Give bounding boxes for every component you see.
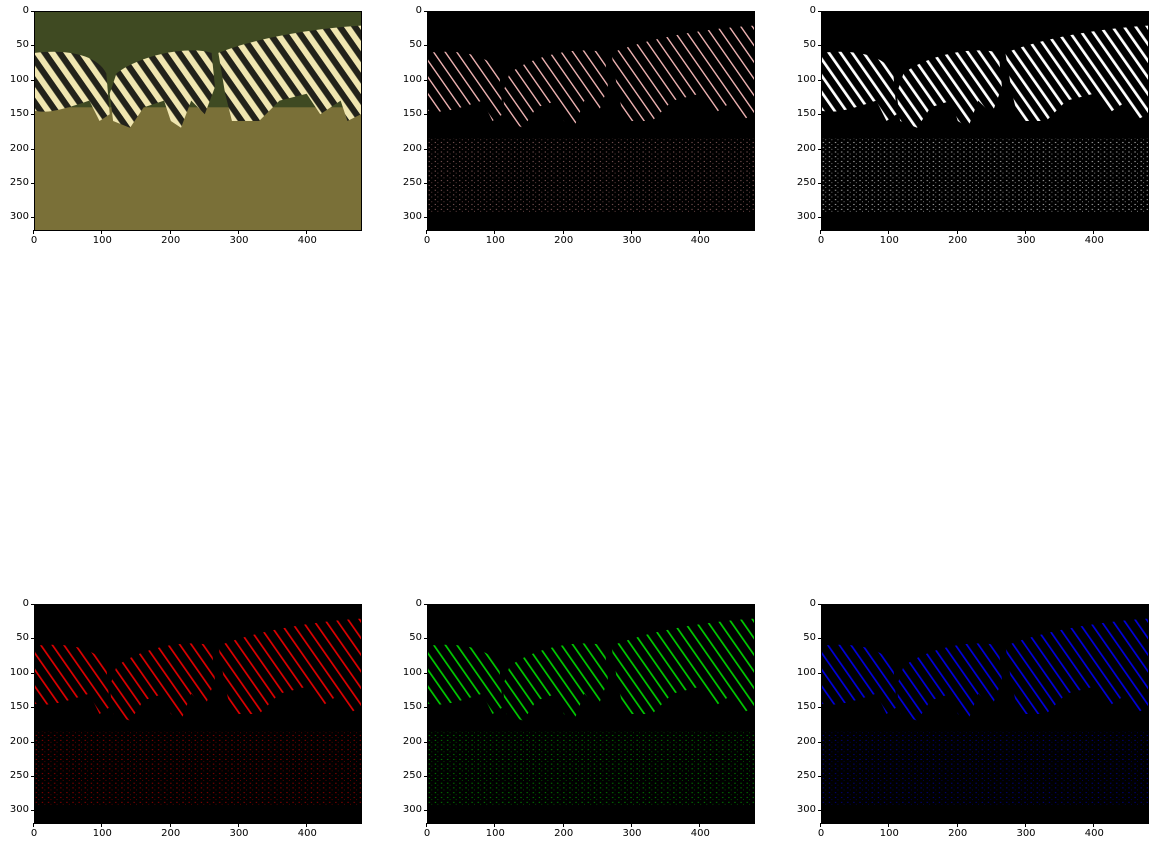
x-tick-label: 200 — [549, 230, 579, 246]
x-tick-label: 0 — [806, 230, 836, 246]
image-edges-blue — [821, 604, 1149, 824]
y-tick-label: 200 — [9, 142, 35, 154]
x-tick-label: 300 — [617, 230, 647, 246]
y-tick-label: 250 — [402, 769, 428, 781]
y-tick-label: 250 — [402, 176, 428, 188]
x-tick-label: 100 — [480, 230, 510, 246]
y-tick-label: 150 — [796, 108, 822, 120]
y-tick-label: 0 — [796, 598, 822, 609]
x-tick-label: 0 — [412, 230, 442, 246]
x-tick-label: 300 — [224, 230, 254, 246]
y-tick-label: 150 — [796, 701, 822, 713]
y-tick-label: 50 — [796, 632, 822, 643]
y-tick-label: 0 — [9, 5, 35, 16]
y-tick-label: 300 — [9, 211, 35, 223]
x-tick-label: 400 — [292, 230, 322, 246]
x-tick-label: 400 — [292, 823, 322, 839]
y-tick-label: 100 — [9, 666, 35, 678]
y-tick-label: 300 — [796, 804, 822, 816]
y-tick-label: 150 — [9, 108, 35, 120]
x-tick-label: 200 — [156, 823, 186, 839]
x-tick-label: 200 — [943, 823, 973, 839]
image-edges-color — [427, 11, 755, 231]
y-tick-label: 100 — [796, 73, 822, 85]
x-tick-label: 100 — [874, 230, 904, 246]
image-edges-red — [34, 604, 362, 824]
axes-edges-binary: 0 100 200 300 400 0 50 100 150 200 250 300 — [797, 5, 1160, 251]
y-tick-label: 0 — [796, 5, 822, 16]
x-tick-label: 200 — [549, 823, 579, 839]
image-edges-green — [427, 604, 755, 824]
y-tick-label: 100 — [9, 73, 35, 85]
y-tick-label: 50 — [9, 39, 35, 50]
y-tick-label: 50 — [402, 39, 428, 50]
x-tick-label: 100 — [874, 823, 904, 839]
y-tick-label: 200 — [9, 735, 35, 747]
axes-original: 0 100 200 300 400 0 50 100 150 200 250 300 — [10, 5, 394, 251]
y-tick-label: 100 — [402, 666, 428, 678]
y-tick-label: 300 — [9, 804, 35, 816]
y-tick-label: 50 — [402, 632, 428, 643]
y-tick-label: 0 — [402, 598, 428, 609]
x-tick-label: 400 — [1079, 823, 1109, 839]
y-tick-label: 50 — [9, 632, 35, 643]
y-tick-label: 100 — [402, 73, 428, 85]
image-edges-binary — [821, 11, 1149, 231]
axes-edges-color: 0 100 200 300 400 0 50 100 150 200 250 300 — [403, 5, 787, 251]
y-tick-label: 250 — [796, 769, 822, 781]
x-tick-label: 300 — [1011, 823, 1041, 839]
x-tick-label: 400 — [1079, 230, 1109, 246]
y-tick-label: 250 — [9, 769, 35, 781]
x-tick-label: 100 — [87, 230, 117, 246]
y-tick-label: 250 — [796, 176, 822, 188]
y-tick-label: 250 — [9, 176, 35, 188]
x-tick-label: 100 — [480, 823, 510, 839]
x-tick-label: 400 — [685, 823, 715, 839]
y-tick-label: 150 — [9, 701, 35, 713]
y-tick-label: 300 — [796, 211, 822, 223]
y-tick-label: 200 — [402, 142, 428, 154]
x-tick-label: 0 — [19, 230, 49, 246]
x-tick-label: 0 — [806, 823, 836, 839]
x-tick-label: 0 — [19, 823, 49, 839]
y-tick-label: 0 — [402, 5, 428, 16]
y-tick-label: 0 — [9, 598, 35, 609]
y-tick-label: 200 — [402, 735, 428, 747]
x-tick-label: 400 — [685, 230, 715, 246]
y-tick-label: 100 — [796, 666, 822, 678]
x-tick-label: 200 — [943, 230, 973, 246]
x-tick-label: 300 — [224, 823, 254, 839]
image-original — [34, 11, 362, 231]
x-tick-label: 100 — [87, 823, 117, 839]
y-tick-label: 50 — [796, 39, 822, 50]
x-tick-label: 300 — [617, 823, 647, 839]
y-tick-label: 200 — [796, 142, 822, 154]
y-tick-label: 200 — [796, 735, 822, 747]
y-tick-label: 150 — [402, 701, 428, 713]
x-tick-label: 200 — [156, 230, 186, 246]
x-tick-label: 300 — [1011, 230, 1041, 246]
x-tick-label: 0 — [412, 823, 442, 839]
axes-edges-blue: 0 100 200 300 400 0 50 100 150 200 250 300 — [797, 598, 1160, 844]
axes-edges-red: 0 100 200 300 400 0 50 100 150 200 250 300 — [10, 598, 394, 844]
axes-edges-green: 0 100 200 300 400 0 50 100 150 200 250 300 — [403, 598, 787, 844]
y-tick-label: 150 — [402, 108, 428, 120]
y-tick-label: 300 — [402, 804, 428, 816]
y-tick-label: 300 — [402, 211, 428, 223]
